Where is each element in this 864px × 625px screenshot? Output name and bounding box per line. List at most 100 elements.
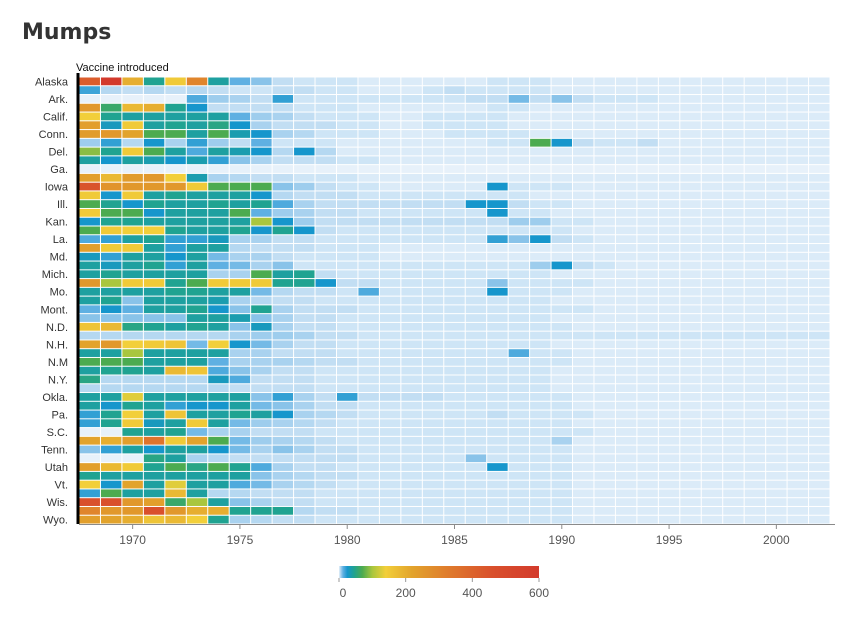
heatmap-cell [594, 498, 615, 506]
heatmap-cell [658, 86, 680, 95]
heatmap-cell [573, 130, 594, 138]
heatmap-cell [637, 191, 658, 200]
heatmap-cell [508, 463, 530, 471]
heatmap-cell [444, 252, 465, 261]
heatmap-cell [487, 252, 508, 261]
heatmap-cell [294, 191, 315, 200]
heatmap-cell [530, 86, 551, 95]
heatmap-cell [551, 86, 573, 95]
heatmap-cell [422, 436, 444, 445]
heatmap-cell [208, 428, 229, 436]
row-label: Utah [45, 462, 68, 474]
heatmap-cell [422, 95, 444, 103]
heatmap-cell [186, 393, 208, 401]
heatmap-cell [530, 200, 551, 208]
heatmap-cell [122, 349, 143, 357]
heatmap-cell [229, 428, 251, 436]
heatmap-cell [294, 515, 315, 524]
chart-title: Mumps [22, 20, 112, 45]
heatmap-cell [251, 244, 272, 252]
heatmap-cell [701, 95, 723, 103]
heatmap-cell [336, 463, 358, 471]
heatmap-cell [122, 191, 143, 200]
heatmap-cell [680, 165, 701, 173]
heatmap-cell [766, 270, 787, 279]
heatmap-cell [594, 436, 615, 445]
heatmap-cell [551, 375, 573, 384]
heatmap-cell [165, 314, 186, 322]
heatmap-cell [143, 393, 165, 401]
heatmap-cell [809, 331, 830, 340]
heatmap-cell [186, 366, 208, 375]
heatmap-cell [379, 428, 401, 436]
heatmap-cell [79, 165, 100, 173]
heatmap-cell [787, 498, 809, 506]
heatmap-cell [422, 130, 444, 138]
heatmap-cell [315, 103, 336, 112]
heatmap-cell [530, 419, 551, 428]
heatmap-cell [508, 454, 530, 463]
heatmap-cell [100, 182, 122, 191]
heatmap-cell [229, 244, 251, 252]
heatmap-cell [251, 191, 272, 200]
heatmap-cell [401, 498, 422, 506]
heatmap-cell [186, 445, 208, 454]
heatmap-cell [787, 305, 809, 314]
heatmap-cell [701, 454, 723, 463]
heatmap-cell [594, 252, 615, 261]
heatmap-cell [165, 401, 186, 410]
heatmap-cell [358, 130, 379, 138]
heatmap-cell [766, 349, 787, 357]
heatmap-cell [422, 261, 444, 270]
heatmap-cell [444, 244, 465, 252]
heatmap-cell [229, 86, 251, 95]
heatmap-cell [379, 480, 401, 489]
heatmap-cell [251, 366, 272, 375]
heatmap-cell [208, 340, 229, 349]
heatmap-cell [744, 515, 766, 524]
heatmap-cell [401, 428, 422, 436]
heatmap-cell [315, 261, 336, 270]
heatmap-cell [122, 471, 143, 480]
heatmap-cell [165, 95, 186, 103]
heatmap-cell [379, 182, 401, 191]
heatmap-cell [658, 340, 680, 349]
heatmap-cell [809, 314, 830, 322]
heatmap-cell [766, 226, 787, 235]
heatmap-cell [422, 357, 444, 366]
heatmap-cell [315, 287, 336, 296]
heatmap-cell [465, 252, 487, 261]
heatmap-cell [701, 445, 723, 454]
heatmap-cell [701, 471, 723, 480]
heatmap-cell [208, 296, 229, 305]
heatmap-cell [701, 112, 723, 121]
heatmap-cell [637, 208, 658, 217]
heatmap-cell [594, 428, 615, 436]
heatmap-cell [208, 366, 229, 375]
heatmap-cell [573, 340, 594, 349]
heatmap-cell [294, 112, 315, 121]
heatmap-cell [336, 191, 358, 200]
heatmap-cell [787, 401, 809, 410]
heatmap-cell [100, 436, 122, 445]
heatmap-cell [637, 471, 658, 480]
heatmap-cell [143, 103, 165, 112]
heatmap-cell [615, 103, 637, 112]
heatmap-cell [379, 77, 401, 86]
heatmap-cell [444, 506, 465, 515]
heatmap-cell [401, 349, 422, 357]
heatmap-cell [143, 419, 165, 428]
heatmap-cell [165, 331, 186, 340]
heatmap-cell [294, 77, 315, 86]
heatmap-cell [444, 86, 465, 95]
heatmap-cell [573, 121, 594, 130]
heatmap-cell [573, 436, 594, 445]
heatmap-cell [251, 147, 272, 156]
heatmap-cell [358, 287, 379, 296]
heatmap-cell [551, 173, 573, 182]
heatmap-cell [787, 463, 809, 471]
heatmap-cell [487, 349, 508, 357]
heatmap-cell [487, 454, 508, 463]
heatmap-cell [551, 357, 573, 366]
heatmap-cell [444, 322, 465, 331]
